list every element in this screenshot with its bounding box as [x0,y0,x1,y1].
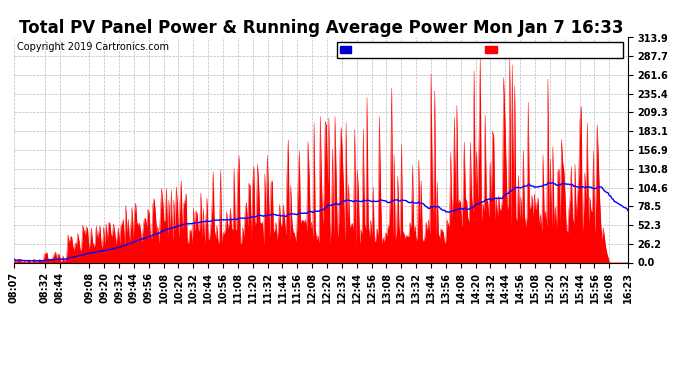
Text: Copyright 2019 Cartronics.com: Copyright 2019 Cartronics.com [17,42,169,52]
Title: Total PV Panel Power & Running Average Power Mon Jan 7 16:33: Total PV Panel Power & Running Average P… [19,20,623,38]
Legend: Average  (DC Watts), PV Panels  (DC Watts): Average (DC Watts), PV Panels (DC Watts) [337,42,623,58]
